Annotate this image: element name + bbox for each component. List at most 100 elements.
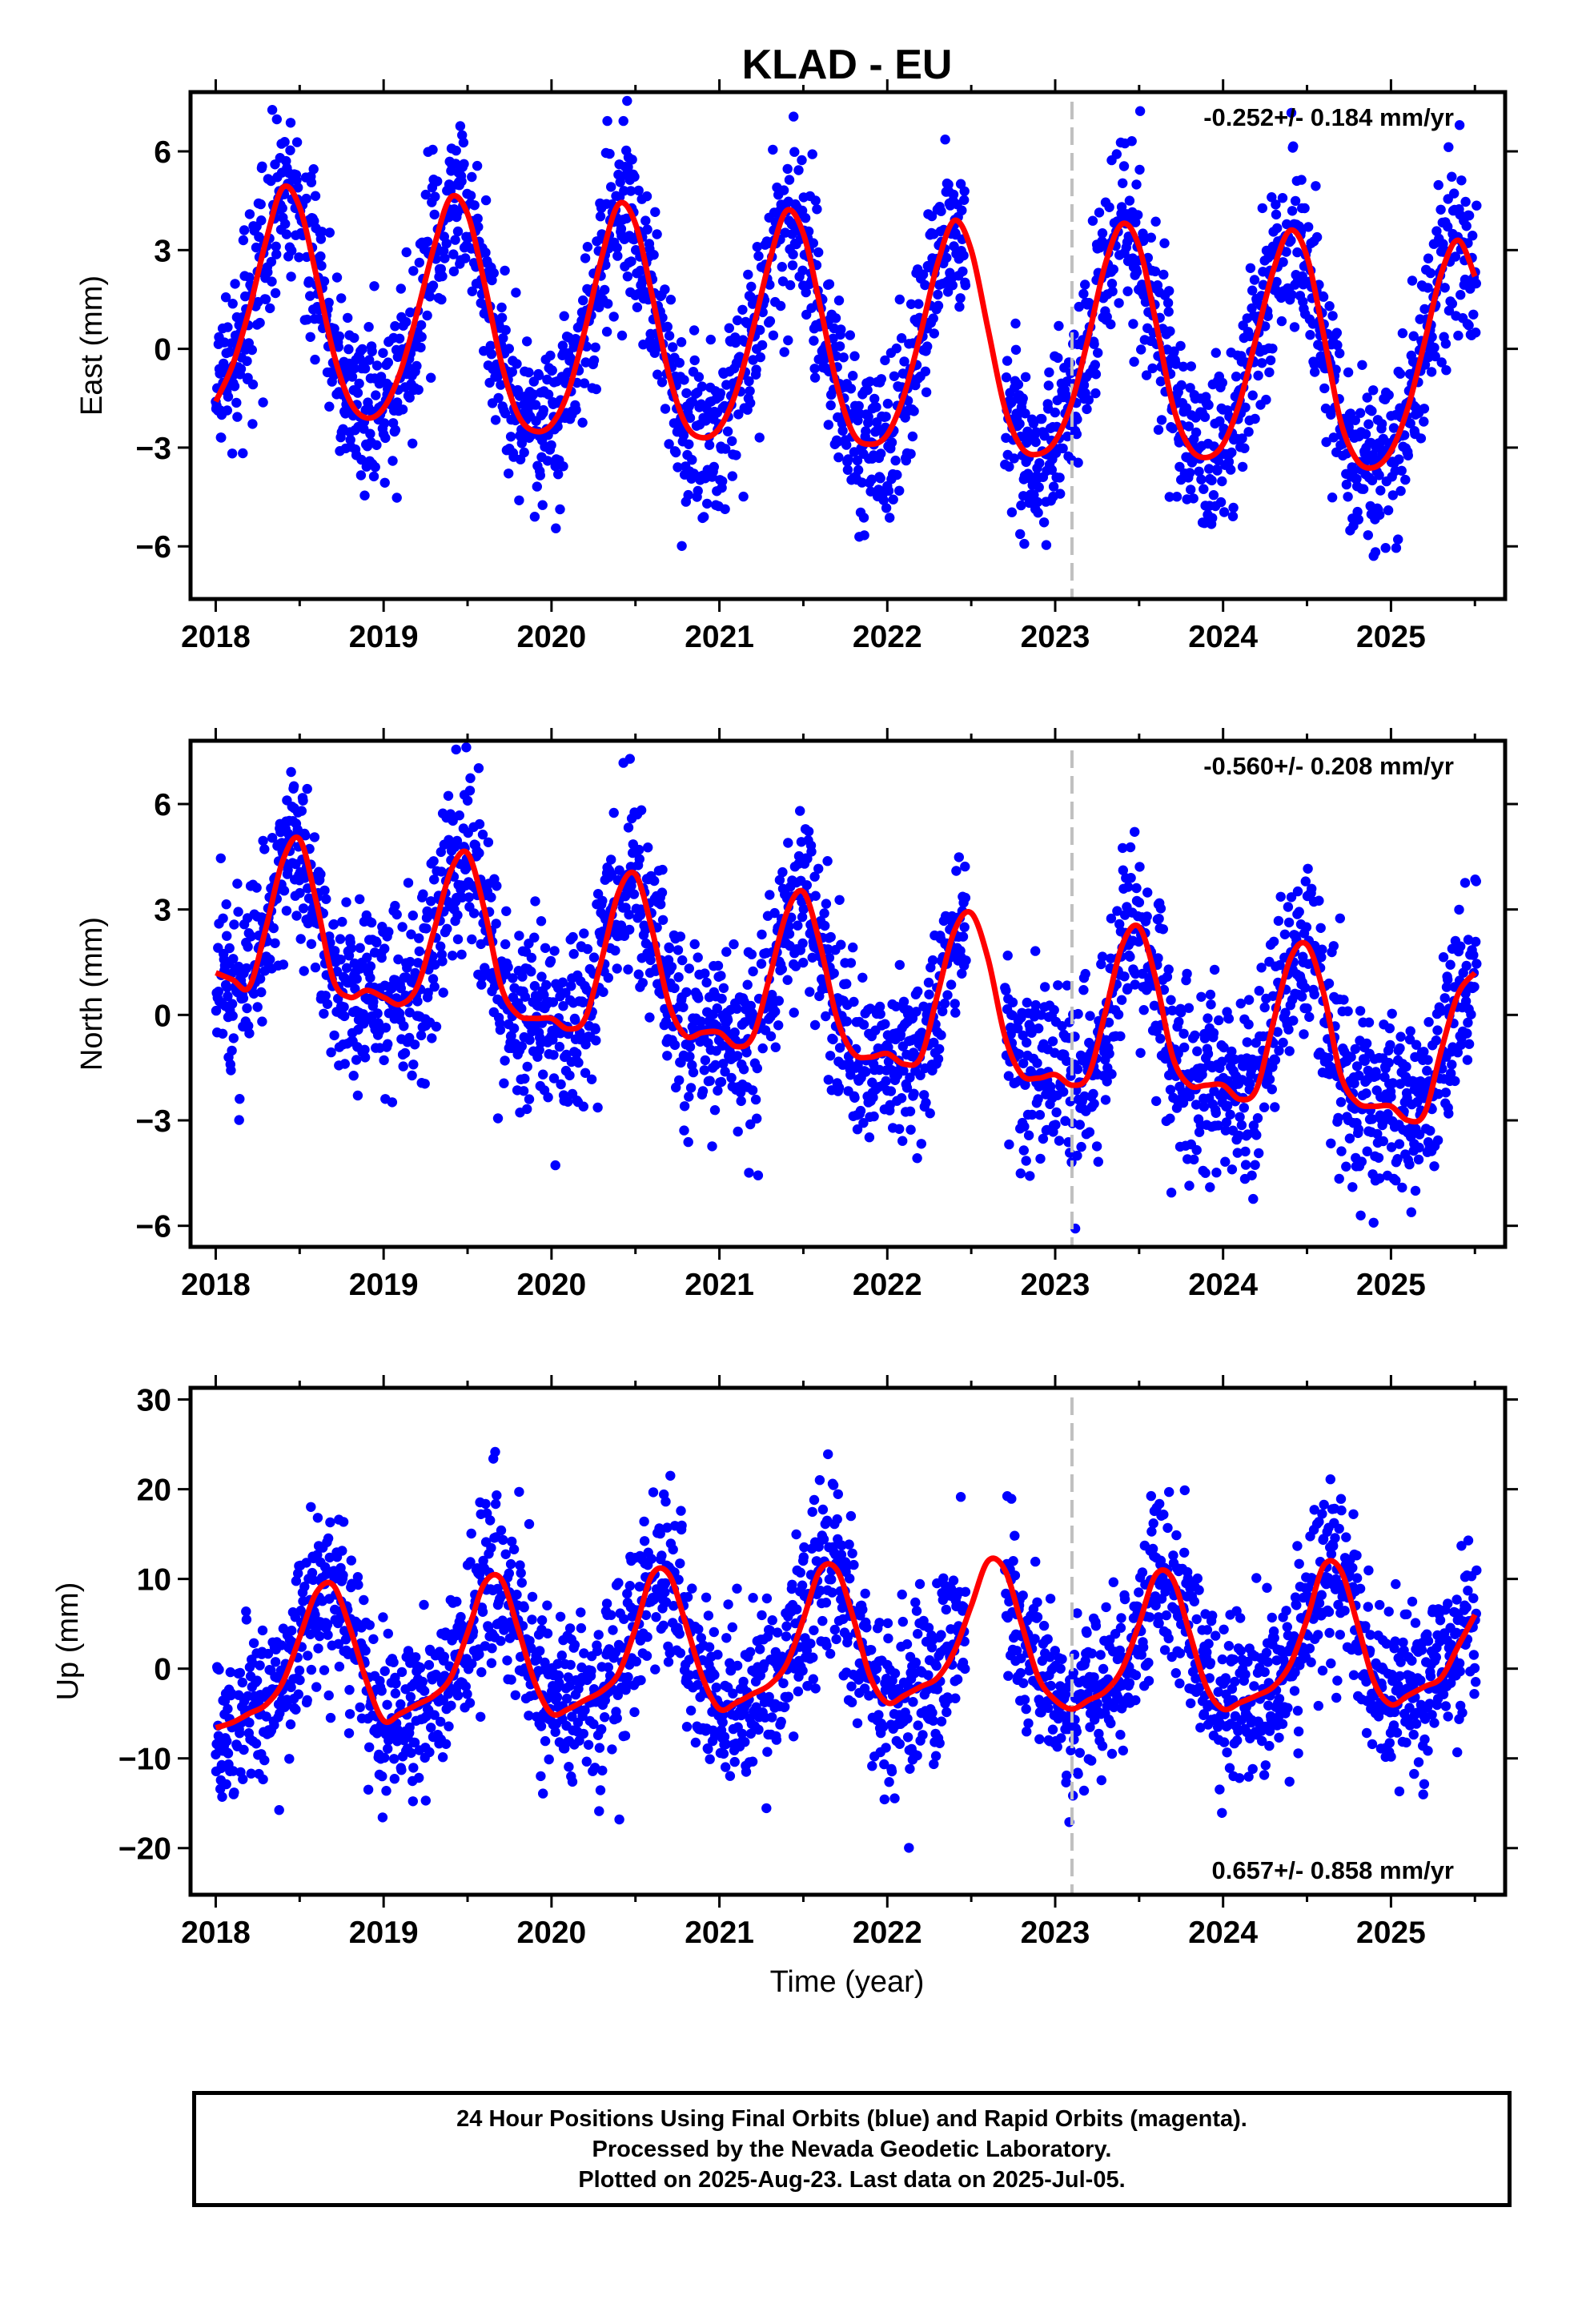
scatter-point — [287, 1625, 297, 1636]
scatter-point — [536, 916, 547, 927]
scatter-point — [797, 938, 808, 949]
scatter-point — [413, 384, 424, 395]
scatter-point — [490, 415, 501, 425]
scatter-point — [555, 1028, 566, 1039]
scatter-point — [1466, 1009, 1476, 1020]
scatter-point — [823, 944, 833, 955]
scatter-point — [813, 247, 824, 258]
scatter-point — [1186, 485, 1196, 495]
scatter-point — [1245, 331, 1255, 342]
scatter-point — [1407, 275, 1418, 286]
scatter-point — [668, 342, 678, 352]
scatter-point — [1097, 951, 1108, 962]
scatter-point — [238, 448, 248, 459]
scatter-point — [1393, 534, 1403, 545]
scatter-point — [363, 322, 374, 332]
scatter-point — [852, 455, 863, 466]
scatter-point — [1039, 431, 1050, 441]
scatter-point — [483, 837, 494, 848]
scatter-point — [336, 293, 347, 304]
scatter-point — [689, 355, 700, 366]
scatter-point — [452, 910, 463, 920]
scatter-point — [909, 406, 919, 416]
scatter-point — [652, 229, 662, 239]
scatter-point — [270, 287, 281, 299]
scatter-point — [560, 987, 571, 998]
scatter-point — [294, 1665, 305, 1676]
scatter-point — [673, 972, 684, 983]
scatter-point — [1010, 318, 1021, 329]
scatter-point — [1154, 914, 1164, 924]
scatter-point — [1367, 475, 1378, 486]
scatter-point — [1243, 427, 1254, 437]
scatter-point — [310, 354, 320, 365]
scatter-point — [833, 452, 844, 463]
scatter-point — [669, 1039, 681, 1051]
scatter-point — [291, 175, 302, 186]
scatter-point — [235, 1094, 245, 1104]
scatter-point — [291, 137, 303, 147]
scatter-point — [222, 405, 232, 416]
scatter-point — [1443, 142, 1454, 152]
y-tick-label: 6 — [154, 788, 171, 822]
scatter-point — [1472, 959, 1482, 969]
scatter-point — [239, 1744, 249, 1755]
scatter-point — [882, 398, 893, 409]
scatter-point — [641, 191, 652, 202]
scatter-point — [279, 886, 290, 896]
scatter-point — [612, 243, 622, 253]
scatter-point — [765, 1031, 777, 1042]
scatter-point — [1106, 913, 1117, 924]
scatter-point — [828, 1034, 838, 1045]
scatter-point — [913, 299, 924, 309]
scatter-point — [1134, 164, 1145, 175]
scatter-point — [942, 252, 952, 263]
scatter-point — [1440, 339, 1452, 349]
scatter-point — [949, 241, 959, 251]
scatter-point — [428, 974, 439, 984]
scatter-point — [244, 272, 255, 283]
scatter-point — [628, 889, 640, 899]
scatter-point — [633, 185, 644, 196]
scatter-point — [1032, 497, 1043, 508]
scatter-point — [1053, 980, 1063, 991]
scatter-point — [869, 393, 880, 404]
scatter-point — [391, 493, 402, 503]
scatter-point — [1355, 408, 1366, 418]
scatter-point — [486, 349, 497, 360]
scatter-point — [864, 1132, 875, 1143]
scatter-point — [1112, 906, 1122, 916]
scatter-point — [263, 267, 273, 278]
scatter-point — [1227, 447, 1237, 458]
scatter-point — [1171, 492, 1182, 502]
scatter-point — [1395, 1079, 1406, 1089]
scatter-point — [316, 227, 327, 237]
scatter-point — [1288, 1015, 1299, 1026]
scatter-point — [1227, 1164, 1238, 1175]
scatter-point — [765, 316, 776, 327]
scatter-point — [616, 223, 627, 234]
scatter-point — [809, 336, 819, 346]
scatter-point — [681, 388, 692, 399]
scatter-point — [277, 203, 287, 214]
scatter-point — [548, 1073, 560, 1084]
scatter-point — [404, 392, 415, 403]
scatter-point — [224, 943, 235, 954]
scatter-point — [1111, 149, 1122, 159]
scatter-point — [464, 892, 474, 903]
scatter-point — [865, 486, 876, 497]
scatter-point — [1164, 286, 1174, 296]
scatter-point — [821, 1011, 831, 1022]
scatter-point — [571, 404, 581, 415]
scatter-point — [516, 438, 527, 448]
scatter-point — [959, 195, 970, 205]
scatter-point — [717, 476, 728, 487]
scatter-point — [1278, 1037, 1288, 1048]
scatter-point — [335, 934, 346, 944]
scatter-point — [1162, 971, 1173, 983]
scatter-point — [1395, 1043, 1405, 1054]
scatter-point — [586, 1074, 597, 1085]
scatter-point — [1217, 377, 1228, 388]
scatter-point — [465, 773, 476, 783]
scatter-point — [532, 481, 542, 492]
